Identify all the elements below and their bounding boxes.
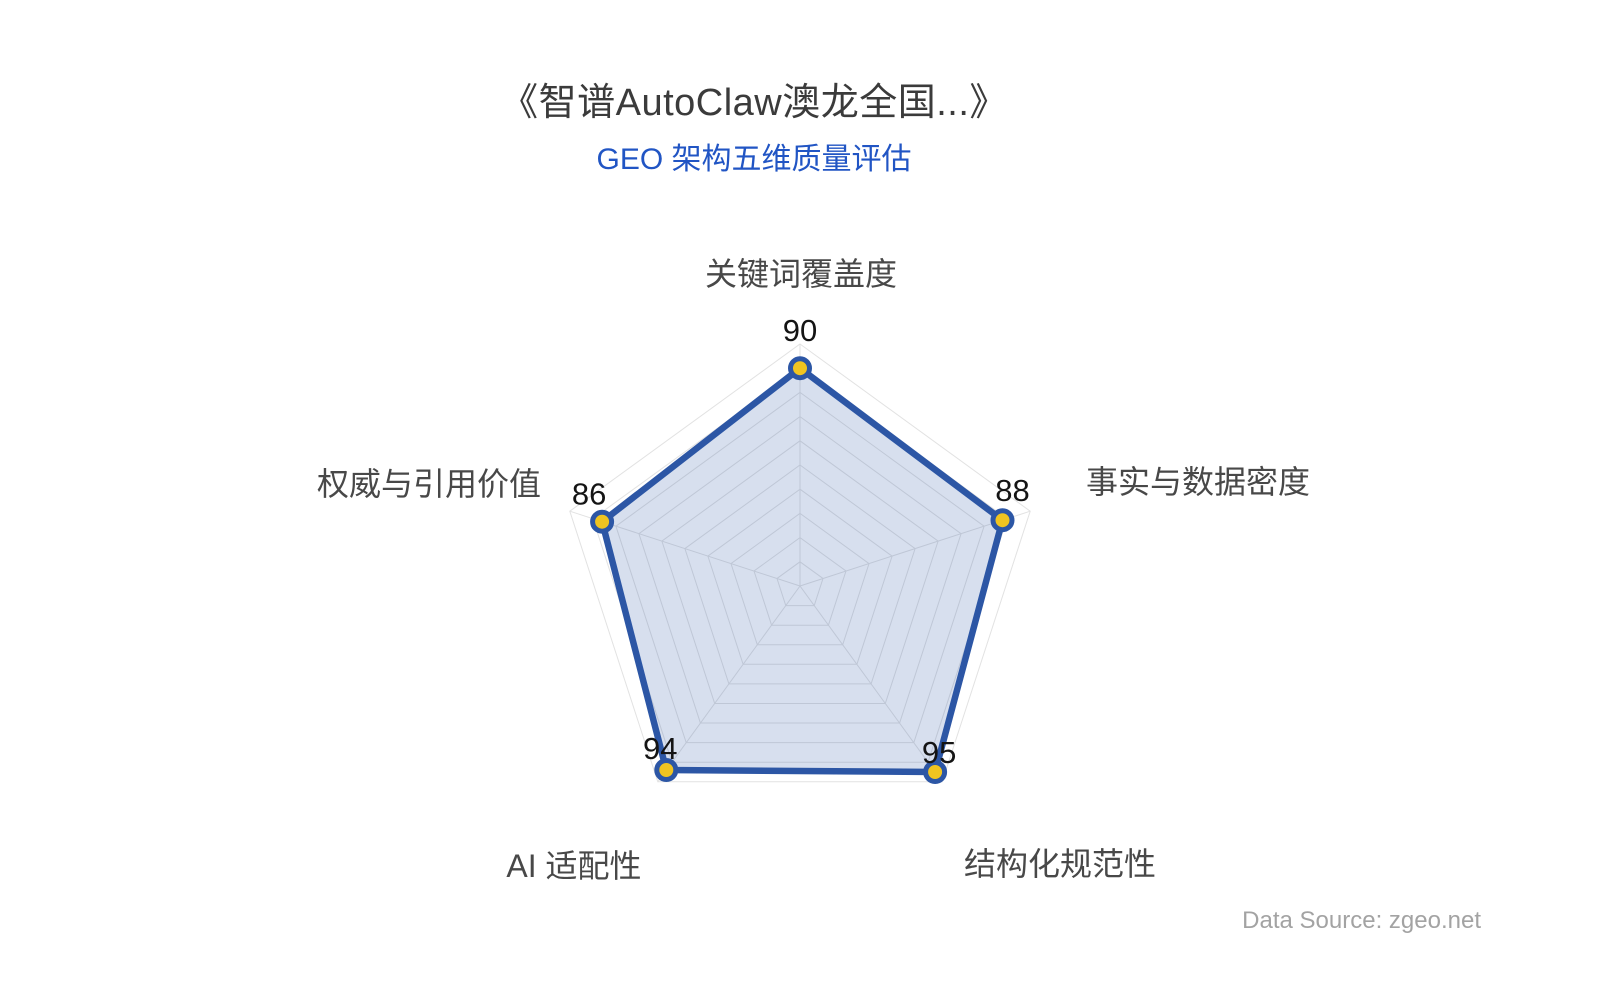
radar-grid-spoke [657,585,801,783]
data-point-value-0: 90 [783,313,817,348]
data-source-label: Data Source: zgeo.net [1242,907,1481,934]
data-point-4[interactable] [590,509,615,534]
axis-label-4: 权威与引用价值 [317,466,541,502]
data-point-3[interactable] [654,758,679,782]
radar-grid-ring [592,367,1008,763]
axis-label-3: AI 适配性 [506,848,641,884]
radar-grid-ring [615,391,985,744]
data-point-0[interactable] [788,356,812,381]
radar-grid-ring [730,512,870,646]
radar-grid-ring [638,415,962,724]
data-point-value-2: 95 [922,735,956,770]
radar-grid-ring [661,440,939,704]
axis-label-2: 结构化规范性 [964,846,1156,882]
data-point-value-1: 88 [995,473,1029,508]
radar-grid-spoke [799,585,943,783]
radar-grid-ring [684,464,916,685]
data-point-2[interactable] [923,760,948,784]
chart-title: 《智谱AutoClaw澳龙全国...》 [500,82,1008,124]
radar-grid-ring [753,536,847,626]
radar-grid-ring [707,488,893,665]
data-point-value-4: 86 [572,477,606,512]
radar-grid-ring [569,343,1031,783]
data-point-1[interactable] [990,508,1015,533]
radar-series-area [598,364,1006,776]
data-point-value-3: 94 [643,731,677,766]
chart-subtitle: GEO 架构五维质量评估 [596,143,912,176]
axis-label-1: 事实与数据密度 [1086,464,1310,500]
axis-label-0: 关键词覆盖度 [705,256,897,292]
radar-grid-ring [776,561,824,607]
